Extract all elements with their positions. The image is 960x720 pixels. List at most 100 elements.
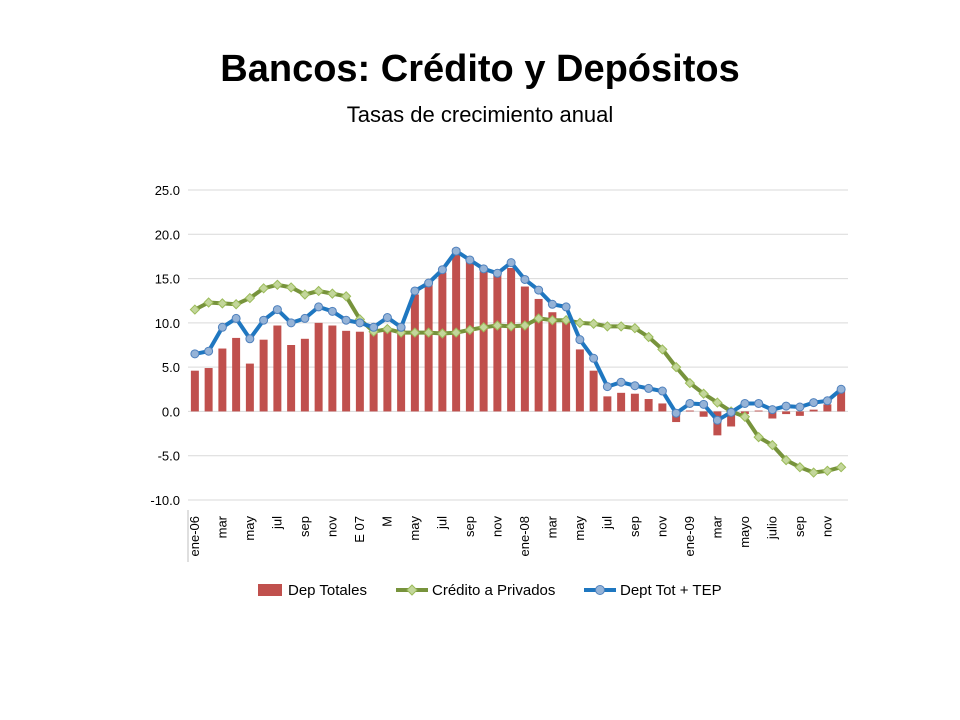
point-credito-a-privados	[794, 462, 806, 473]
x-tick-label: nov	[489, 516, 504, 537]
point-credito-a-privados	[299, 289, 311, 300]
legend: Dep Totales Crédito a Privados Dept Tot + …	[258, 582, 722, 599]
point-dept-tot-tep	[836, 384, 846, 394]
point-credito-a-privados	[492, 320, 503, 331]
point-credito-a-privados	[753, 431, 764, 443]
point-credito-a-privados	[684, 377, 696, 389]
bar-dep-totales	[218, 348, 227, 412]
point-credito-a-privados	[712, 397, 723, 408]
bar-dep-totales	[589, 370, 598, 412]
x-tick-label: sep	[792, 516, 807, 537]
point-credito-a-privados	[340, 291, 352, 302]
bar-dep-totales	[534, 298, 543, 412]
point-credito-a-privados	[602, 321, 613, 332]
point-credito-a-privados	[464, 324, 476, 336]
bar-dep-totales	[424, 282, 433, 412]
point-credito-a-privados	[519, 320, 531, 331]
point-credito-a-privados	[588, 318, 599, 329]
point-dept-tot-tep	[217, 322, 227, 332]
bar-dep-totales	[630, 393, 639, 412]
point-dept-tot-tep	[314, 302, 324, 312]
bar-dep-totales	[603, 396, 612, 412]
bar-dep-totales	[245, 363, 254, 412]
x-tick-label: julio	[764, 516, 779, 540]
point-dept-tot-tep	[204, 346, 214, 356]
point-dept-tot-tep	[809, 398, 819, 408]
point-dept-tot-tep	[465, 255, 475, 265]
point-dept-tot-tep	[547, 299, 557, 309]
bar-dep-totales	[644, 399, 653, 412]
point-dept-tot-tep	[369, 322, 379, 332]
x-tick-label: ene-06	[187, 516, 202, 556]
point-credito-a-privados	[189, 304, 201, 315]
dep-totales-bars	[190, 248, 846, 436]
x-tick-label: E 07	[352, 516, 367, 543]
point-credito-a-privados	[670, 361, 682, 373]
point-credito-a-privados	[230, 299, 242, 310]
x-tick-label: jul	[599, 516, 614, 530]
bar-dep-totales	[369, 327, 378, 412]
point-credito-a-privados	[478, 322, 489, 333]
bar-dep-totales	[658, 403, 667, 412]
point-credito-a-privados	[505, 321, 517, 332]
y-tick-label: -5.0	[158, 449, 180, 464]
point-credito-a-privados	[244, 292, 256, 304]
point-dept-tot-tep	[699, 399, 709, 409]
bar-dep-totales	[259, 339, 268, 412]
point-credito-a-privados	[547, 314, 558, 326]
bar-dep-totales	[685, 410, 694, 412]
point-dept-tot-tep	[534, 285, 544, 295]
point-credito-a-privados	[382, 323, 393, 335]
point-dept-tot-tep	[327, 306, 337, 316]
y-tick-label: 10.0	[155, 316, 180, 331]
bar-dep-totales	[768, 411, 777, 419]
point-dept-tot-tep	[300, 313, 310, 323]
x-tick-label: ene-08	[517, 516, 532, 556]
point-credito-a-privados	[285, 282, 297, 293]
point-dept-tot-tep	[602, 382, 612, 392]
y-tick-label: 20.0	[155, 227, 180, 242]
point-dept-tot-tep	[644, 383, 654, 393]
y-tick-label: 0.0	[162, 404, 180, 419]
point-dept-tot-tep	[767, 405, 777, 415]
point-dept-tot-tep	[479, 264, 489, 274]
point-dept-tot-tep	[492, 268, 502, 278]
x-tick-label: ene-09	[682, 516, 697, 556]
x-tick-label: mar	[214, 515, 229, 538]
point-dept-tot-tep	[616, 377, 626, 387]
point-dept-tot-tep	[231, 313, 241, 323]
y-tick-label: 25.0	[155, 183, 180, 198]
point-dept-tot-tep	[424, 278, 434, 288]
bar-dep-totales	[300, 338, 309, 412]
point-dept-tot-tep	[795, 402, 805, 412]
point-credito-a-privados	[423, 327, 434, 338]
point-dept-tot-tep	[630, 381, 640, 391]
bar-dep-totales	[782, 411, 791, 415]
bar-dep-totales	[823, 404, 832, 412]
point-dept-tot-tep	[561, 302, 571, 312]
line-series	[189, 246, 847, 478]
point-dept-tot-tep	[259, 315, 269, 325]
point-credito-a-privados	[835, 462, 847, 473]
point-credito-a-privados	[643, 331, 654, 343]
x-tick-label: sep	[627, 516, 642, 537]
slide-title: Bancos: Crédito y Depósitos	[220, 48, 740, 90]
x-tick-label: nov	[654, 516, 669, 537]
x-tick-label: may	[572, 516, 587, 541]
point-dept-tot-tep	[410, 286, 420, 296]
point-dept-tot-tep	[272, 305, 282, 315]
y-tick-label: 5.0	[162, 360, 180, 375]
point-dept-tot-tep	[822, 396, 832, 406]
point-dept-tot-tep	[520, 274, 530, 284]
point-dept-tot-tep	[190, 349, 200, 359]
point-dept-tot-tep	[781, 401, 791, 411]
x-tick-label: may	[242, 516, 257, 541]
bar-dep-totales	[273, 325, 282, 412]
bar-dep-totales	[727, 411, 736, 427]
point-credito-a-privados	[629, 322, 641, 334]
point-dept-tot-tep	[740, 398, 750, 408]
bar-dep-totales	[204, 368, 213, 412]
x-tick-label: M	[379, 516, 394, 527]
point-dept-tot-tep	[451, 246, 461, 256]
point-dept-tot-tep	[506, 258, 516, 268]
